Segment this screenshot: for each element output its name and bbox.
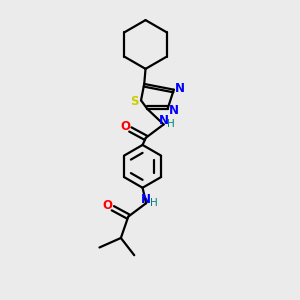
Text: H: H — [167, 119, 175, 129]
Text: N: N — [140, 193, 151, 206]
Text: N: N — [159, 114, 169, 127]
Text: N: N — [176, 82, 185, 95]
Text: H: H — [150, 198, 158, 208]
Text: S: S — [130, 95, 139, 108]
Text: O: O — [120, 120, 130, 133]
Text: N: N — [169, 104, 179, 117]
Text: O: O — [103, 199, 112, 212]
